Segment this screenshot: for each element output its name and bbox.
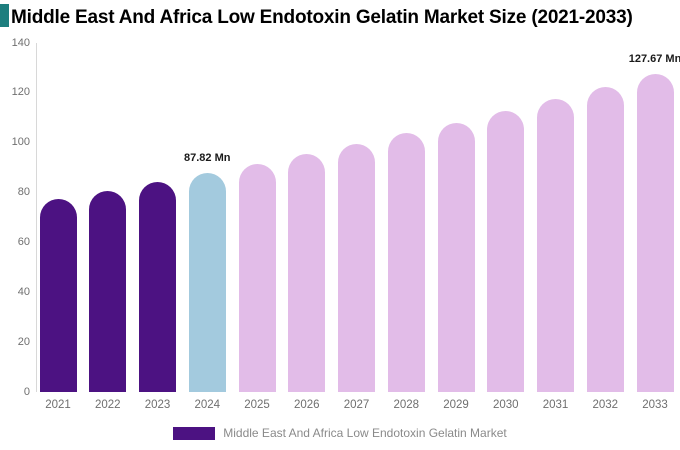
x-axis-label-2026: 2026 bbox=[293, 399, 320, 411]
y-axis-tick-label: 60 bbox=[17, 235, 30, 248]
y-axis-tick-label: 140 bbox=[11, 36, 30, 49]
y-axis-tick-label: 120 bbox=[11, 86, 30, 99]
bar-2033[interactable] bbox=[636, 73, 674, 392]
legend-swatch bbox=[173, 426, 216, 440]
y-axis-line bbox=[36, 43, 37, 392]
legend-item[interactable]: Middle East And Africa Low Endotoxin Gel… bbox=[0, 426, 680, 440]
brand-accent-bar bbox=[0, 4, 9, 27]
bar-2022[interactable] bbox=[89, 190, 127, 392]
value-label-2024: 87.82 Mn bbox=[184, 152, 231, 165]
x-axis-label-2029: 2029 bbox=[443, 399, 469, 411]
x-axis-label-2025: 2025 bbox=[244, 399, 270, 411]
bar-2027[interactable] bbox=[338, 143, 375, 392]
value-label-2033: 127.67 Mn bbox=[628, 52, 680, 65]
y-axis-tick-label: 100 bbox=[11, 136, 30, 149]
y-axis-tick-label: 20 bbox=[17, 335, 30, 348]
x-axis-label-2032: 2032 bbox=[592, 399, 619, 411]
bar-2030[interactable] bbox=[487, 111, 525, 392]
x-axis-label-2031: 2031 bbox=[542, 399, 569, 411]
bar-2025[interactable] bbox=[238, 163, 276, 392]
bar-2026[interactable] bbox=[288, 154, 326, 392]
y-axis-tick-label: 40 bbox=[17, 285, 30, 298]
x-axis-label-2023: 2023 bbox=[144, 399, 171, 411]
bar-2032[interactable] bbox=[586, 86, 624, 392]
x-axis-label-2028: 2028 bbox=[393, 399, 420, 411]
bar-2021[interactable] bbox=[39, 198, 77, 392]
x-axis-label-2021: 2021 bbox=[45, 399, 71, 411]
x-axis-label-2024: 2024 bbox=[194, 399, 221, 411]
bar-2031[interactable] bbox=[537, 99, 574, 392]
x-axis-label-2022: 2022 bbox=[94, 399, 121, 411]
x-axis-label-2033: 2033 bbox=[642, 399, 668, 411]
y-axis-tick-label: 80 bbox=[17, 186, 30, 199]
y-axis-tick-label: 0 bbox=[23, 385, 30, 398]
bar-2028[interactable] bbox=[387, 133, 425, 392]
x-axis-label-2030: 2030 bbox=[492, 399, 519, 411]
bar-2023[interactable] bbox=[139, 182, 176, 392]
chart-title: Middle East And Africa Low Endotoxin Gel… bbox=[11, 7, 633, 28]
bar-2024[interactable] bbox=[188, 173, 226, 392]
x-axis-label-2027: 2027 bbox=[343, 399, 370, 411]
legend-label: Middle East And Africa Low Endotoxin Gel… bbox=[223, 426, 507, 440]
bar-2029[interactable] bbox=[437, 122, 475, 392]
